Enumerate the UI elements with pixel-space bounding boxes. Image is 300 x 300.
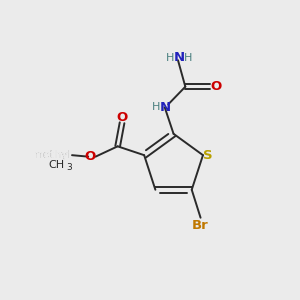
Text: CH: CH bbox=[49, 160, 64, 170]
Text: N: N bbox=[173, 51, 184, 64]
Text: methyl: methyl bbox=[24, 160, 63, 170]
Text: O: O bbox=[116, 111, 128, 124]
Text: H: H bbox=[166, 53, 174, 63]
Text: N: N bbox=[160, 101, 171, 114]
Text: O: O bbox=[85, 150, 96, 163]
Text: H: H bbox=[184, 53, 192, 63]
Text: S: S bbox=[203, 149, 213, 162]
Text: H: H bbox=[152, 102, 161, 112]
Text: methyl: methyl bbox=[33, 150, 72, 160]
Text: Br: Br bbox=[192, 219, 209, 232]
Text: 3: 3 bbox=[66, 163, 72, 172]
Text: methyl: methyl bbox=[32, 150, 70, 160]
Text: methyl: methyl bbox=[32, 150, 70, 160]
Text: methyl: methyl bbox=[32, 150, 70, 160]
Text: O: O bbox=[210, 80, 221, 93]
